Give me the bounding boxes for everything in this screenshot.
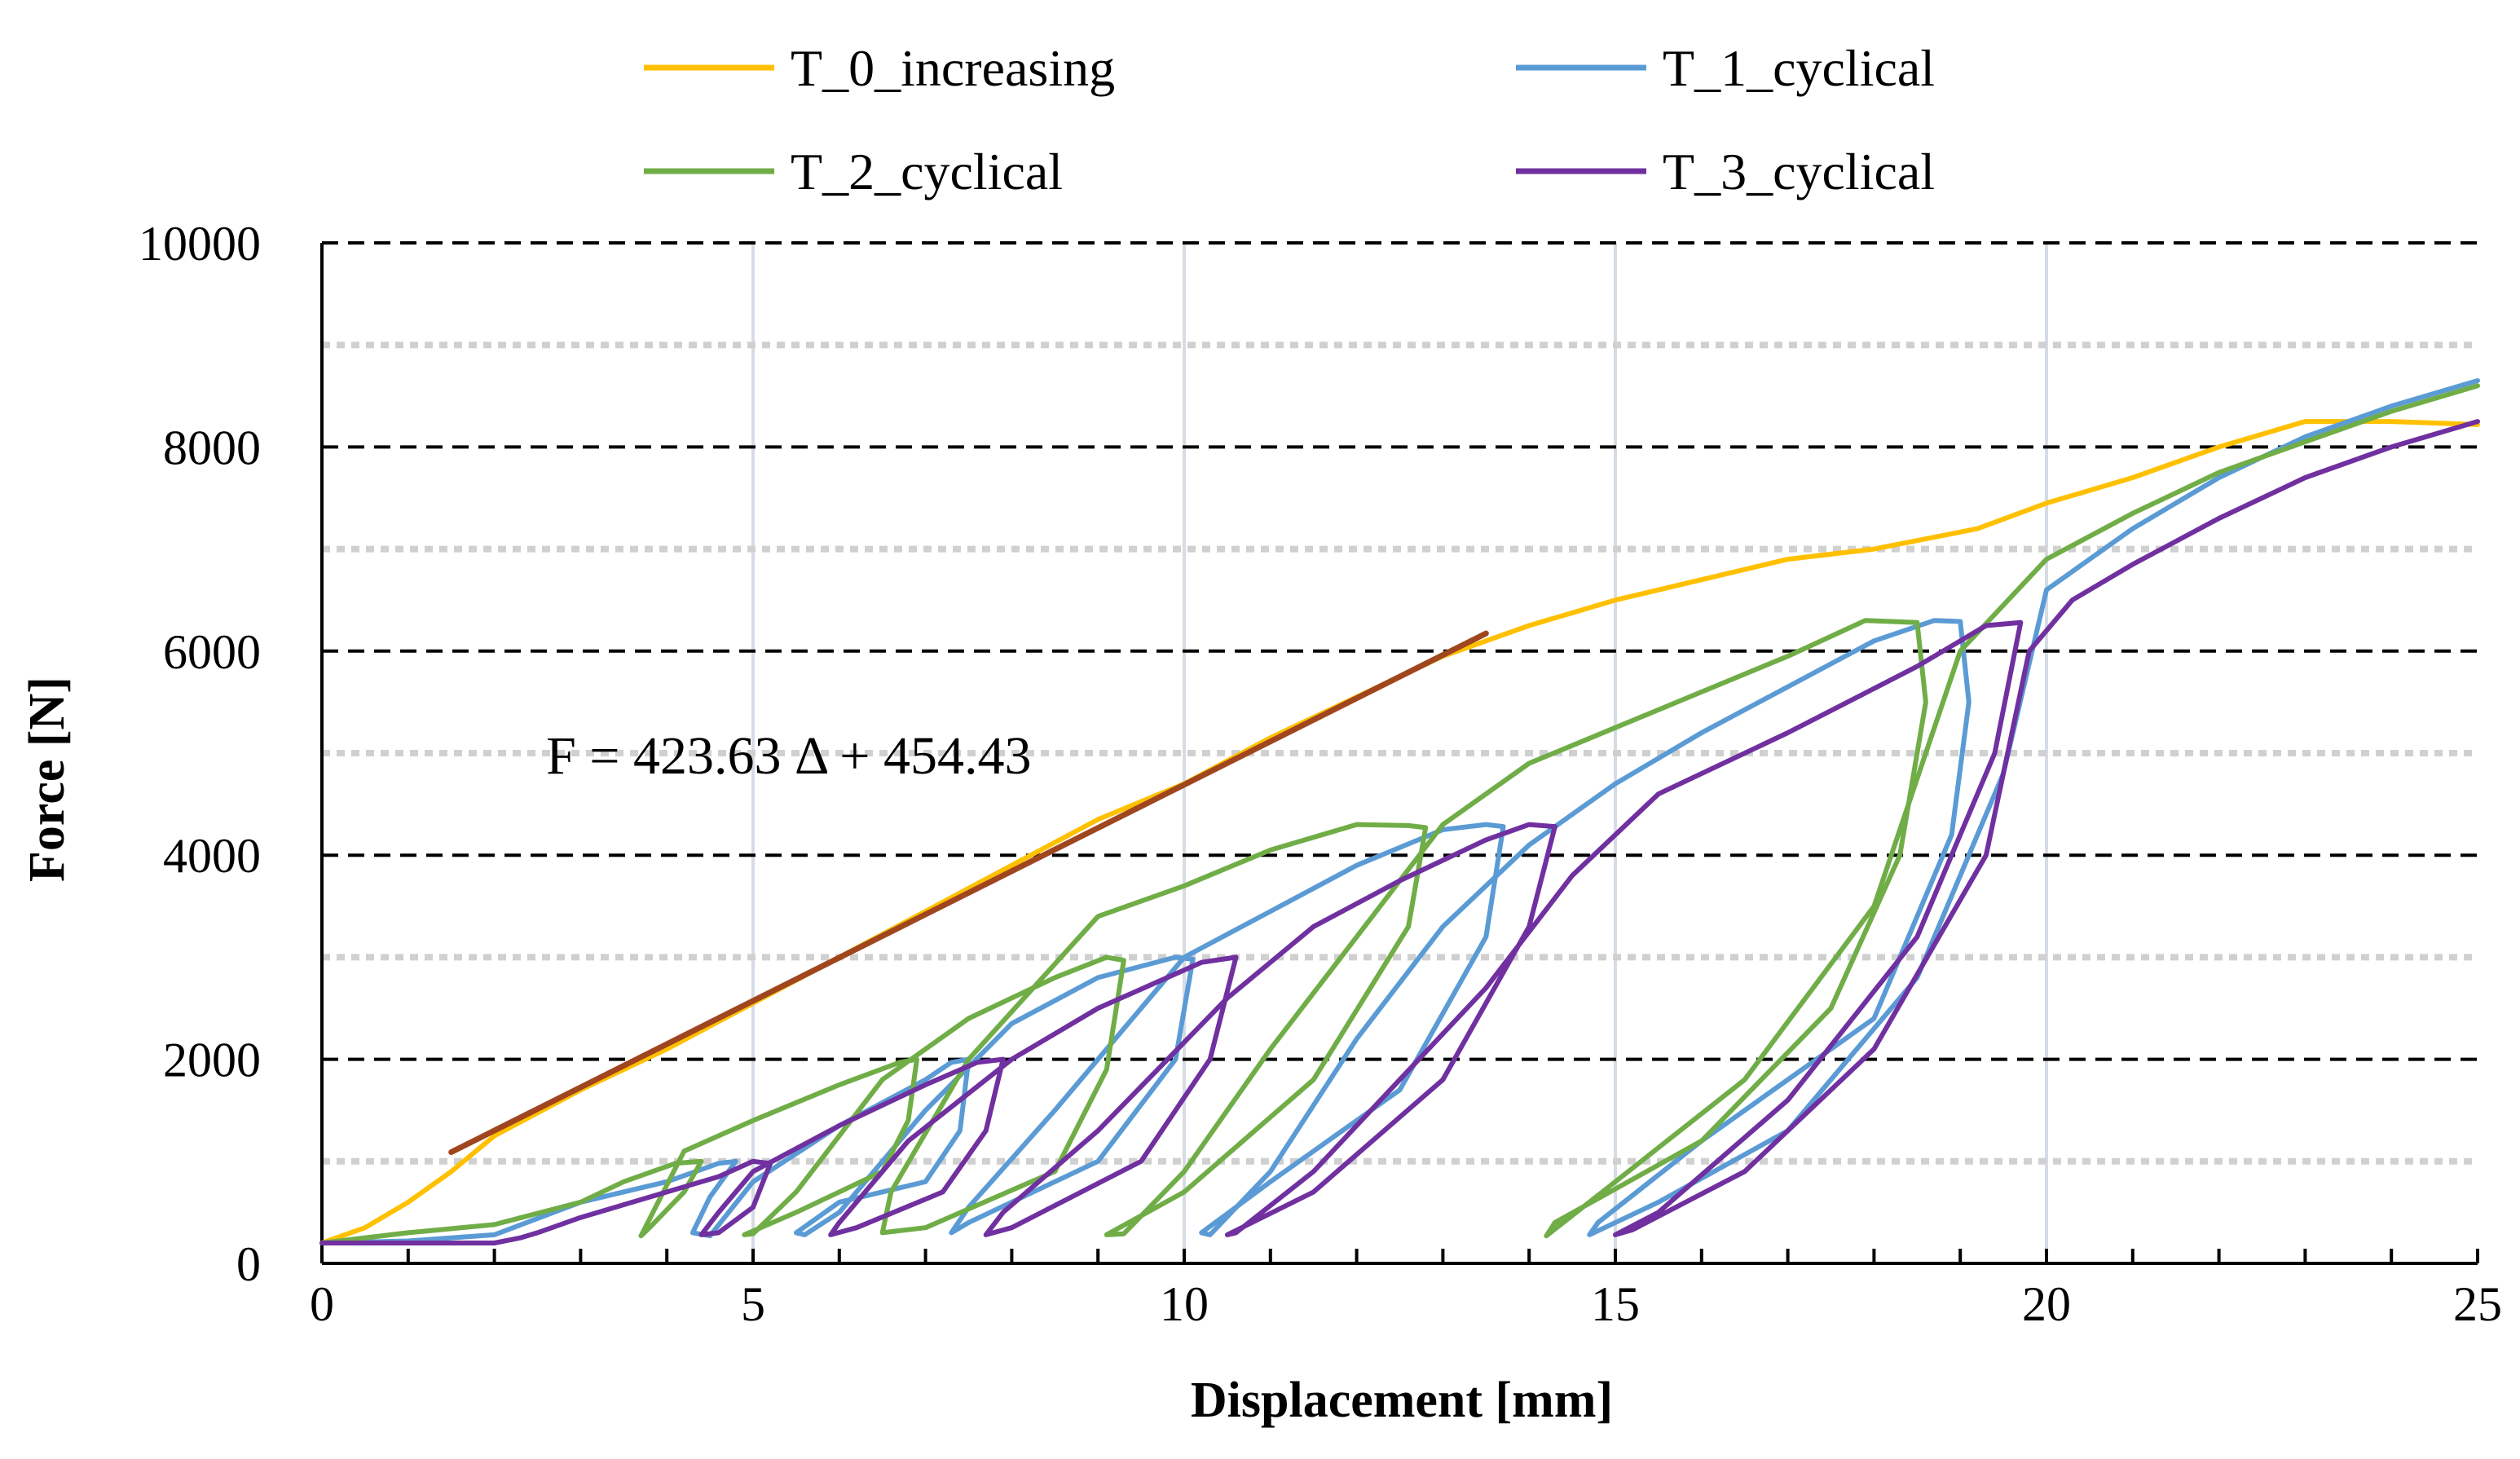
legend-label: T_0_increasing [791,39,1115,97]
tick-labels: 0 5 10 15 20 25 0 2000 4000 6000 8000 10000 [139,217,2502,1331]
series-line-t-3-cyclical [319,419,2480,1245]
legend: T_0_increasing T_1_cyclical T_2_cyclical T_… [644,39,1935,201]
fit-line [448,630,1489,1156]
y-tick-label: 2000 [163,1034,261,1087]
y-axis-title: Force [N] [20,677,75,882]
x-tick-label: 25 [2453,1277,2502,1331]
y-tick-label: 8000 [163,421,261,474]
x-tick-label: 20 [2022,1277,2071,1331]
y-tick-label: 10000 [139,217,261,271]
series-line-t-2-cyclical [319,383,2480,1245]
fit-line-layer [448,630,1489,1156]
x-tick-label: 5 [741,1277,765,1331]
x-axis-title: Displacement [mm] [1191,1373,1613,1428]
gridlines [322,241,2478,1263]
x-tick-label: 10 [1160,1277,1209,1331]
fit-equation-annotation: F = 423.63 Δ + 454.43 [546,726,1031,786]
x-tick-label: 0 [310,1277,334,1331]
y-tick-label: 0 [236,1237,261,1291]
legend-label: T_2_cyclical [791,143,1063,201]
legend-label: T_3_cyclical [1663,143,1935,201]
axes [320,243,2479,1265]
y-tick-label: 4000 [163,829,261,883]
y-tick-label: 6000 [163,625,261,679]
legend-label: T_1_cyclical [1663,39,1935,97]
x-tick-label: 15 [1591,1277,1640,1331]
